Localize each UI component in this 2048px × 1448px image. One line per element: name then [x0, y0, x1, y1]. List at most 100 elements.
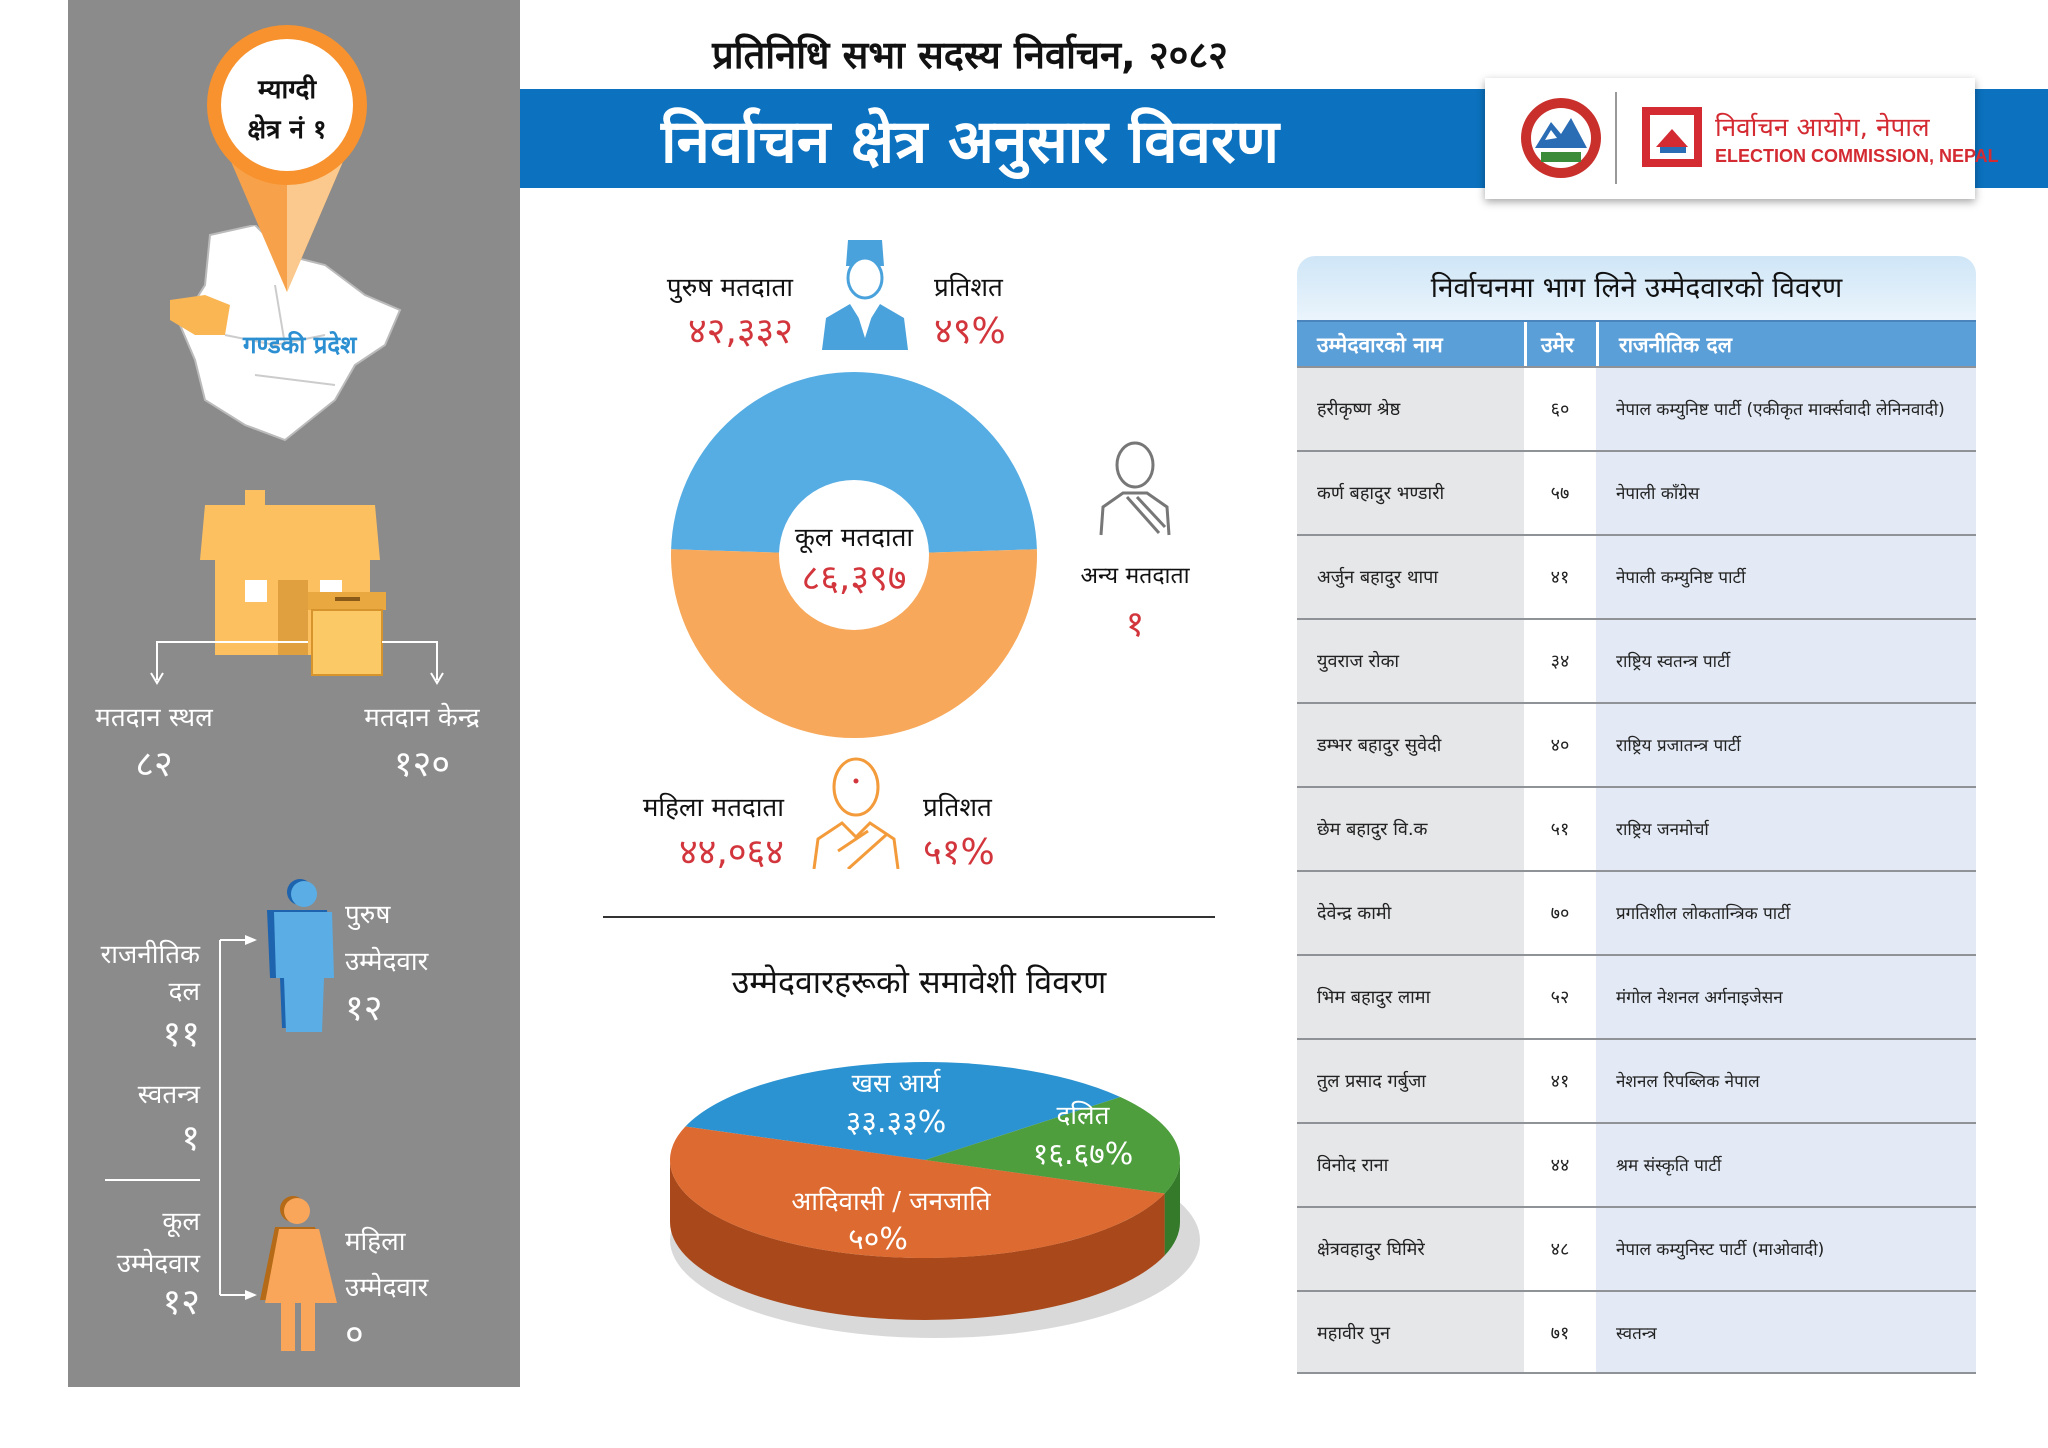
table-row: विनोद राना ४४ श्रम संस्कृति पार्टी [1297, 1122, 1976, 1206]
candidate-age: ५७ [1524, 452, 1596, 534]
polling-centers-label: मतदान केन्द्र [364, 703, 480, 733]
party-label-2: दल [168, 977, 200, 1007]
split-arrow-icon [219, 935, 257, 1300]
candidate-age: ७१ [1524, 1292, 1596, 1372]
candidate-age: ४१ [1524, 536, 1596, 618]
male-voter-icon [822, 240, 908, 350]
candidate-party: राष्ट्रिय स्वतन्त्र पार्टी [1596, 620, 1976, 702]
inclusion-title: उम्मेदवारहरूको समावेशी विवरण [731, 963, 1107, 1001]
male-pct-value: ४९% [934, 311, 1006, 352]
pie-side-1 [1164, 1160, 1180, 1256]
candidate-age: ४० [1524, 704, 1596, 786]
table-row: अर्जुन बहादुर थापा ४१ नेपाली कम्युनिष्ट पा… [1297, 534, 1976, 618]
candidate-age: ५२ [1524, 956, 1596, 1038]
total-count: १२ [162, 1282, 200, 1323]
male-candidate-label: पुरुष [345, 900, 391, 930]
table-header: उम्मेदवारको नाम उमेर राजनीतिक दल [1297, 320, 1976, 366]
sum-divider [105, 1179, 200, 1181]
polling-stations-value: ८२ [135, 744, 173, 785]
female-candidate-label: महिला [345, 1227, 406, 1257]
table-body: हरीकृष्ण श्रेष्ठ ६० नेपाल कम्युनिष्ट पार्ट… [1297, 366, 1976, 1374]
pie-slice-0 [685, 1062, 1121, 1160]
district-label: म्याग्दी [257, 75, 317, 105]
col-name: उम्मेदवारको नाम [1317, 333, 1443, 357]
candidate-party: नेपाल कम्युनिस्ट पार्टी (माओवादी) [1596, 1208, 1976, 1290]
candidate-age: ७० [1524, 872, 1596, 954]
donut-slice-male [671, 372, 1037, 553]
col-age: उमेर [1524, 322, 1596, 366]
candidate-party: राष्ट्रिय प्रजातन्त्र पार्टी [1596, 704, 1976, 786]
candidate-name: क्षेत्रवहादुर घिमिरे [1297, 1208, 1524, 1290]
table-row: हरीकृष्ण श्रेष्ठ ६० नेपाल कम्युनिष्ट पार्ट… [1297, 366, 1976, 450]
logo-divider [1615, 92, 1617, 184]
female-candidate-label-2: उम्मेदवार [345, 1273, 429, 1303]
election-commission-logo-icon [1642, 107, 1702, 167]
total-voters-label: कूल मतदाता [794, 523, 914, 553]
section-divider [603, 916, 1215, 918]
candidate-age: ४४ [1524, 1124, 1596, 1206]
male-voters-label: पुरुष मतदाता [666, 273, 793, 303]
candidate-party: स्वतन्त्र [1596, 1292, 1976, 1372]
total-voters-value: ८६,३९७ [801, 558, 907, 599]
logo-name-en: ELECTION COMMISSION, NEPAL [1715, 146, 1999, 166]
pie-slice-2 [670, 1126, 1165, 1258]
pie-label-khas-arya: खस आर्य [851, 1069, 941, 1099]
candidate-party: प्रगतिशील लोकतान्त्रिक पार्टी [1596, 872, 1976, 954]
voters-donut-chart [671, 372, 1037, 739]
candidate-name: युवराज रोका [1297, 620, 1524, 702]
table-row: भिम बहादुर लामा ५२ मंगोल नेशनल अर्गनाइजेसन [1297, 954, 1976, 1038]
nepal-emblem-icon [1521, 98, 1601, 178]
location-pin-icon [207, 25, 367, 292]
logo-box: निर्वाचन आयोग, नेपाल ELECTION COMMISSION… [1485, 78, 1999, 199]
inclusion-pie-chart [670, 1062, 1200, 1338]
candidate-name: महावीर पुन [1297, 1292, 1524, 1372]
candidate-name: विनोद राना [1297, 1124, 1524, 1206]
pie-slice-1 [925, 1096, 1180, 1194]
female-pct-label: प्रतिशत [923, 793, 992, 823]
male-candidate-icon [267, 879, 334, 1032]
candidate-name: अर्जुन बहादुर थापा [1297, 536, 1524, 618]
female-candidate-icon [260, 1196, 337, 1351]
candidate-name: कर्ण बहादुर भण्डारी [1297, 452, 1524, 534]
page-title: निर्वाचन क्षेत्र अनुसार विवरण [661, 107, 1279, 177]
candidate-age: ४८ [1524, 1208, 1596, 1290]
male-voters-value: ४२,३३२ [687, 311, 793, 352]
table-row: युवराज रोका ३४ राष्ट्रिय स्वतन्त्र पार्टी [1297, 618, 1976, 702]
candidate-party: नेपाल कम्युनिष्ट पार्टी (एकीकृत मार्क्सव… [1596, 368, 1976, 450]
pie-label-dalit: दलित [1056, 1101, 1110, 1131]
page-subtitle: प्रतिनिधि सभा सदस्य निर्वाचन, २०८२ [712, 33, 1228, 77]
pie-label-adivasi: आदिवासी / जनजाति [791, 1187, 991, 1217]
candidate-age: ६० [1524, 368, 1596, 450]
polling-centers-value: १२० [393, 744, 451, 785]
pie-value-dalit: १६.६७% [1032, 1137, 1134, 1172]
candidate-name: डम्भर बहादुर सुवेदी [1297, 704, 1524, 786]
polling-stations-label: मतदान स्थल [95, 703, 213, 733]
table-row: महावीर पुन ७१ स्वतन्त्र [1297, 1290, 1976, 1374]
other-voter-icon [1099, 441, 1171, 536]
donut-slice-female [671, 549, 1037, 739]
gandaki-map-icon [170, 225, 402, 442]
logo-name-np: निर्वाचन आयोग, नेपाल [1715, 113, 1930, 143]
candidate-party: नेपाली काँग्रेस [1596, 452, 1976, 534]
male-candidate-label-2: उम्मेदवार [345, 947, 429, 977]
other-voters-label: अन्य मतदाता [1080, 563, 1190, 589]
candidate-age: ३४ [1524, 620, 1596, 702]
other-voters-value: १ [1125, 604, 1145, 645]
candidate-age: ४१ [1524, 1040, 1596, 1122]
polling-house-icon [150, 490, 444, 685]
table-row: कर्ण बहादुर भण्डारी ५७ नेपाली काँग्रेस [1297, 450, 1976, 534]
candidate-name: भिम बहादुर लामा [1297, 956, 1524, 1038]
table-row: डम्भर बहादुर सुवेदी ४० राष्ट्रिय प्रजातन्त… [1297, 702, 1976, 786]
total-label: कूल [162, 1207, 200, 1237]
candidate-party: श्रम संस्कृति पार्टी [1596, 1124, 1976, 1206]
table-title: निर्वाचनमा भाग लिने उम्मेदवारको विवरण [1297, 256, 1976, 320]
province-label: गण्डकी प्रदेश [243, 331, 357, 359]
candidate-party: मंगोल नेशनल अर्गनाइजेसन [1596, 956, 1976, 1038]
table-row: क्षेत्रवहादुर घिमिरे ४८ नेपाल कम्युनिस्ट प… [1297, 1206, 1976, 1290]
constituency-number: क्षेत्र नं १ [247, 115, 327, 145]
candidate-party: नेपाली कम्युनिष्ट पार्टी [1596, 536, 1976, 618]
table-row: देवेन्द्र कामी ७० प्रगतिशील लोकतान्त्रिक प… [1297, 870, 1976, 954]
col-party: राजनीतिक दल [1596, 322, 1976, 366]
party-label: राजनीतिक [100, 940, 200, 970]
independent-count: १ [181, 1118, 200, 1159]
